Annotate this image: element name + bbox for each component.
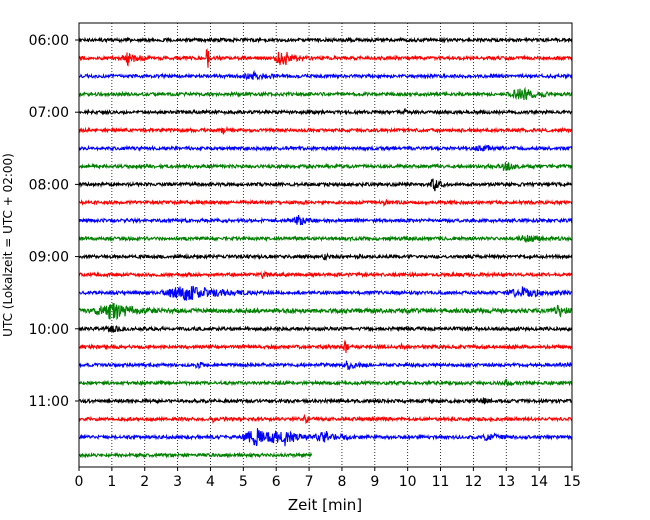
traces <box>78 36 573 459</box>
x-tick-label: 0 <box>75 474 84 490</box>
trace-1000 <box>78 324 573 333</box>
trace-0800 <box>78 178 573 192</box>
trace-0630 <box>78 69 573 81</box>
trace-1030 <box>78 360 573 371</box>
y-tick-label: 06:00 <box>29 33 69 49</box>
trace-0830 <box>78 214 573 226</box>
x-tick-label: 11 <box>432 474 450 490</box>
trace-0600 <box>78 36 573 44</box>
trace-0815 <box>78 198 573 208</box>
trace-1045 <box>78 378 573 387</box>
x-tick-label: 4 <box>206 474 215 490</box>
y-tick-label: 08:00 <box>29 177 69 193</box>
y-tick-label: 11:00 <box>29 394 69 410</box>
trace-1100 <box>78 397 573 405</box>
y-ticks: 06:00 07:00 08:00 09:00 10:00 11:00 <box>29 33 79 410</box>
y-axis-label: UTC (Lokalzeit = UTC + 02:00) <box>1 153 15 337</box>
x-tick-label: 10 <box>399 474 417 490</box>
x-tick-label: 5 <box>239 474 248 490</box>
y-tick-label: 10:00 <box>29 322 69 338</box>
plot-frame <box>78 22 573 468</box>
trace-0930 <box>78 285 573 301</box>
x-tick-label: 9 <box>370 474 379 490</box>
x-tick-label: 2 <box>140 474 149 490</box>
x-tick-label: 7 <box>305 474 314 490</box>
x-tick-label: 8 <box>337 474 346 490</box>
trace-1115 <box>78 413 573 425</box>
x-tick-label: 1 <box>107 474 116 490</box>
x-tick-label: 12 <box>464 474 482 490</box>
trace-0915 <box>78 270 573 279</box>
trace-0615 <box>78 48 573 68</box>
trace-1015 <box>78 339 573 354</box>
trace-0745 <box>78 162 573 171</box>
x-ticks: 0 1 2 3 4 5 6 7 8 9 10 11 12 13 14 15 <box>75 467 581 490</box>
grid-lines <box>111 23 540 467</box>
trace-0900 <box>78 252 573 262</box>
x-tick-label: 13 <box>497 474 515 490</box>
x-tick-label: 15 <box>563 474 581 490</box>
x-tick-label: 3 <box>173 474 182 490</box>
trace-0645 <box>78 86 573 101</box>
trace-0730 <box>78 144 573 153</box>
y-tick-label: 09:00 <box>29 250 69 266</box>
trace-0700 <box>78 107 573 116</box>
y-tick-label: 07:00 <box>29 105 69 121</box>
trace-0715 <box>78 125 573 135</box>
trace-0845 <box>78 234 573 243</box>
trace-0945 <box>78 303 573 321</box>
trace-1130 <box>78 428 573 447</box>
x-axis-label: Zeit [min] <box>288 496 362 514</box>
x-tick-label: 6 <box>272 474 281 490</box>
x-tick-label: 14 <box>530 474 548 490</box>
trace-1145 <box>79 451 313 459</box>
